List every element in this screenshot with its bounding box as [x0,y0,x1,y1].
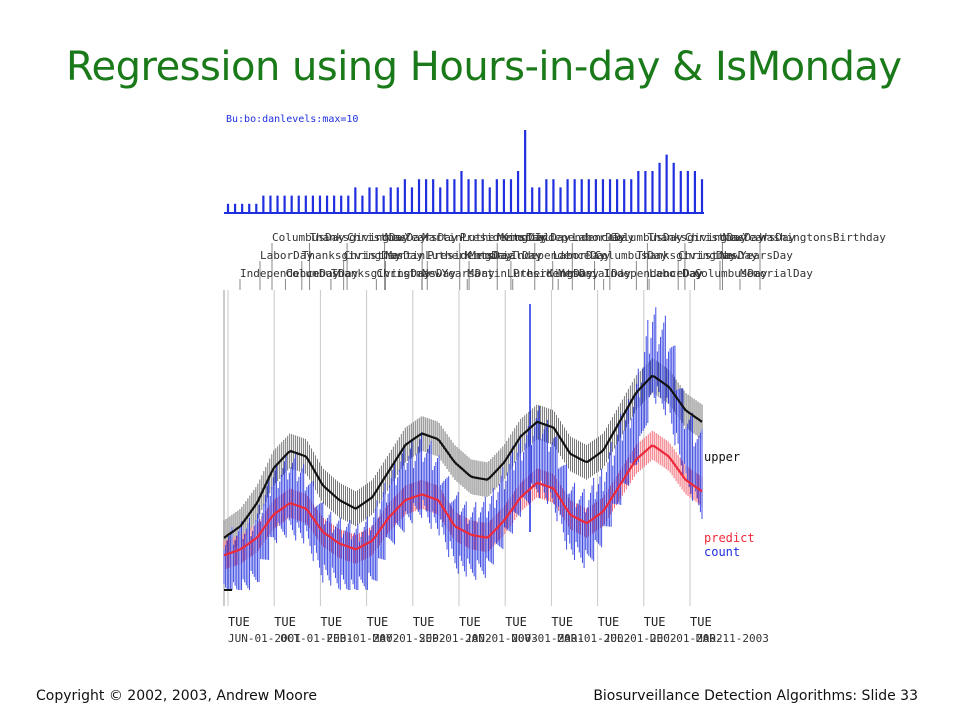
holiday-label: LaborDay [260,249,313,262]
holiday-label: ColumbusDay [695,267,768,280]
holiday-labels: ColumbusDayThanksgivingDayChristmasDayNe… [240,231,886,280]
x-tick-date: DEC-01-2002 [650,632,723,645]
holiday-label: ColumbusDay [285,267,358,280]
legend-count: count [704,545,740,559]
holiday-label: LaborDay [572,231,625,244]
holiday-label: MartinLutherKingDay [385,249,511,262]
holiday-markers [239,243,761,290]
upper-line [223,375,703,539]
slide-number-label: Biosurveillance Detection Algorithms: Sl… [593,688,918,704]
holiday-label: NewYearsDay [385,231,458,244]
x-tick-date: MAR-01-2002 [557,632,630,645]
holiday-label: MemorialDay [740,267,813,280]
x-tick-date: JUL-01-2002 [604,632,677,645]
x-tick-day: TUE [367,615,389,629]
holiday-label: MemorialDay [497,231,570,244]
x-tick-date: OCT-01-2001 [280,632,353,645]
legend-predict: predict [704,531,755,545]
x-tick-day: TUE [274,615,296,629]
holiday-label: PresidentsDay [513,267,599,280]
holiday-label: ThanksgivingDay [636,249,736,262]
x-axis-ticks: TUE JUN-01-2001 TUE OCT-01-2001 TUE FEB-01-20… [224,589,769,645]
x-tick-day: TUE [320,615,342,629]
holiday-label: ColumbusDay [595,249,668,262]
x-tick-day: TUE [551,615,573,629]
holiday-label: NewYearsDay [422,267,495,280]
holiday-label: ColumbusDay [610,231,683,244]
holiday-label: MemorialDay [558,267,631,280]
x-tick-date: FEB-01-2002 [326,632,399,645]
holiday-label: MemorialDay [469,249,542,262]
holiday-label: ThanksgivingDay [331,267,431,280]
holiday-label: IndependenceDay [511,249,611,262]
holiday-label: MartinLutherKingDay [467,267,593,280]
holiday-label: ChristmasDay [344,249,424,262]
model-lines [223,375,703,557]
x-tick-date: MAR-11-2003 [696,632,769,645]
x-tick-date: SEP-01-2002 [419,632,492,645]
holiday-label: IndependenceDay [604,267,704,280]
x-tick-day: TUE [598,615,620,629]
holiday-label: MartinLutherKingDay [422,231,548,244]
holiday-label: ThanksgivingDay [302,249,402,262]
holiday-label: ChristmasDay [347,231,427,244]
holiday-label: ChristmasDay [685,231,765,244]
holiday-label: LaborDay [649,267,702,280]
x-tick-day: TUE [459,615,481,629]
mini-chart-legend: Bu:bo:danlevels:max=10 [226,114,358,125]
holiday-label: ChristmasDay [678,249,758,262]
x-tick-day: TUE [644,615,666,629]
holiday-label: ChristmasDay [376,267,456,280]
holiday-label: ThanksgivingDay [647,231,747,244]
x-tick-day: TUE [228,615,250,629]
predict-line [223,444,703,557]
holiday-label: ThanksgivingDay [310,231,410,244]
mini-chart-bars [226,130,704,212]
copyright-text: Copyright © 2002, 2003, Andrew Moore [36,688,317,704]
x-tick-day: TUE [690,615,712,629]
holiday-label: IndependenceDay [535,231,635,244]
holiday-label: PresidentsDay [460,231,546,244]
x-tick-date: JUN-01-2001 [228,632,301,645]
holiday-label: IndependenceDay [240,267,340,280]
holiday-label: NewYearsDay [722,231,795,244]
x-tick-date: JAN-01-2003 [465,632,538,645]
x-tick-day: TUE [413,615,435,629]
holiday-label: LaborDay [553,249,606,262]
holiday-label: ColumbusDay [272,231,345,244]
slide-title: Regression using Hours-in-day & IsMonday [66,44,902,90]
holiday-label: PresidentsDay [427,249,513,262]
x-tick-date: MAY-01-2002 [373,632,446,645]
holiday-label: NewYearsDay [720,249,793,262]
legend-upper: upper [704,450,740,464]
x-tick-day: TUE [505,615,527,629]
holiday-label: WashingtonsBirthday [760,231,886,244]
x-tick-date: NOV-01-2001 [511,632,584,645]
